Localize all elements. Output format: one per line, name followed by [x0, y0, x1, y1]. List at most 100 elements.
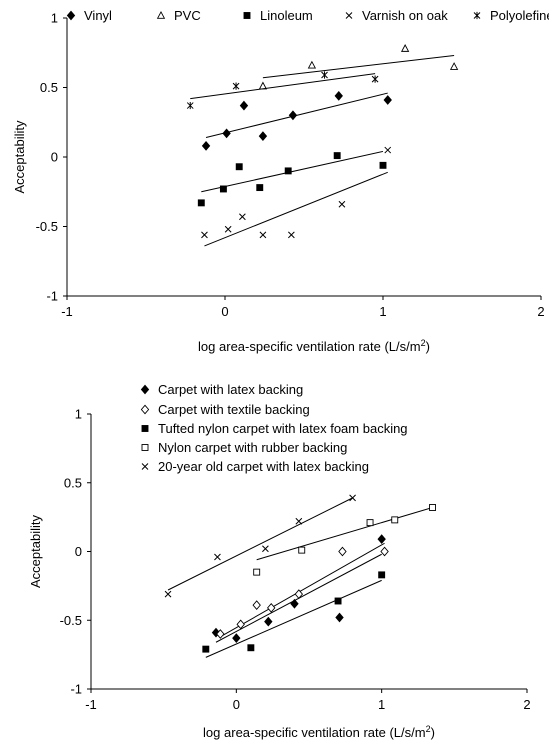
top-legend-label-polyolefine: Polyolefine — [490, 8, 549, 23]
top-y-tick-label: 1 — [51, 11, 58, 26]
top-point-linoleum — [235, 163, 243, 171]
top-point-polyolefine — [371, 75, 379, 83]
bottom-y-tick-label: 1 — [75, 407, 82, 422]
bottom-y-tick-label: 0 — [75, 544, 82, 559]
bottom-y-axis-label: Acceptability — [28, 515, 43, 588]
bottom-x-tick-label: 1 — [378, 697, 385, 712]
top-point-pvc — [307, 60, 317, 69]
bottom-y-tick-label: -0.5 — [60, 613, 82, 628]
top-point-vinyl — [239, 100, 249, 111]
bottom-trendline-carpet-with-textile-backing — [220, 542, 385, 638]
bottom-point-carpet-with-latex-backing — [290, 598, 299, 609]
top-point-varnish-on-oak — [288, 231, 295, 239]
bottom-point-20-year-old-carpet-with-latex-backing — [349, 494, 356, 502]
top-series-polyolefine — [186, 71, 379, 110]
bottom-point-20-year-old-carpet-with-latex-backing — [164, 590, 172, 598]
top-point-pvc — [449, 62, 459, 70]
bottom-series-carpet-with-textile-backing — [216, 542, 389, 639]
bottom-x-tick-label: -1 — [85, 697, 97, 712]
bottom-trendline-nylon-carpet-with-rubber-backing — [256, 507, 433, 561]
bottom-trendline-20-year-old-carpet-with-latex-backing — [167, 497, 353, 591]
top-trendline-linoleum — [201, 150, 384, 193]
bottom-point-20-year-old-carpet-with-latex-backing — [295, 517, 303, 525]
bottom-series-tufted-nylon-carpet-with-latex-foam-backing — [202, 571, 386, 658]
top-point-varnish-on-oak — [239, 213, 246, 221]
top-legend-marker-polyolefine — [473, 11, 481, 20]
top-point-linoleum — [333, 152, 341, 160]
top-legend: Vinyl PVC Linoleum Varnish on oak Polyolefin… — [66, 8, 549, 23]
bottom-legend-label-carpet-with-textile-backing: Carpet with textile backing — [158, 402, 310, 417]
bottom-trendline-tufted-nylon-carpet-with-latex-foam-backing — [205, 579, 382, 658]
bottom-point-tufted-nylon-carpet-with-latex-foam-backing — [202, 645, 210, 653]
bottom-point-20-year-old-carpet-with-latex-backing — [214, 553, 221, 561]
top-y-tick-label: 0 — [51, 150, 58, 165]
top-point-vinyl — [334, 90, 343, 101]
bottom-legend-marker-carpet-with-latex-backing — [140, 384, 150, 395]
top-legend-label-vinyl: Vinyl — [84, 8, 112, 23]
bottom-x-tick-label: 2 — [523, 697, 530, 712]
bottom-point-carpet-with-textile-backing — [338, 546, 347, 557]
bottom-legend-marker-tufted-nylon-carpet-with-latex-foam-backing — [141, 425, 149, 432]
top-legend-label-pvc: PVC — [174, 8, 201, 23]
bottom-point-nylon-carpet-with-rubber-backing — [391, 516, 399, 524]
top-point-linoleum — [379, 161, 387, 169]
top-point-vinyl — [201, 140, 211, 151]
top-y-axis-label: Acceptability — [12, 120, 27, 193]
top-trendline-polyolefine — [190, 73, 376, 100]
top-point-pvc — [400, 44, 410, 52]
top-x-tick-label: 2 — [537, 304, 544, 319]
top-point-pvc — [258, 81, 268, 90]
top-point-polyolefine — [186, 101, 194, 110]
bottom-point-carpet-with-textile-backing — [294, 589, 304, 600]
bottom-legend-marker-carpet-with-textile-backing — [140, 404, 150, 415]
bottom-point-carpet-with-textile-backing — [252, 600, 261, 611]
bottom-point-tufted-nylon-carpet-with-latex-foam-backing — [378, 571, 386, 579]
top-legend-marker-vinyl — [66, 10, 76, 21]
top-point-linoleum — [219, 185, 227, 193]
top-point-varnish-on-oak — [338, 200, 346, 208]
top-series-pvc — [258, 44, 459, 90]
bottom-point-carpet-with-latex-backing — [232, 633, 241, 644]
top-series-varnish-on-oak — [201, 146, 392, 247]
top-point-vinyl — [222, 128, 231, 139]
bottom-point-tufted-nylon-carpet-with-latex-foam-backing — [334, 597, 342, 605]
top-trendline-varnish-on-oak — [204, 171, 388, 247]
top-point-polyolefine — [232, 82, 240, 90]
chart-bottom-carpets: 1 0.5 0 -0.5 -1-1 0 1 2 log area-specific ventil… — [28, 382, 531, 740]
bottom-point-carpet-with-latex-backing — [335, 612, 344, 623]
top-legend-marker-linoleum — [243, 12, 251, 19]
bottom-series-nylon-carpet-with-rubber-backing — [253, 504, 436, 576]
top-y-tick-label: -1 — [46, 289, 58, 304]
bottom-point-carpet-with-latex-backing — [377, 534, 386, 545]
bottom-legend-label-nylon-carpet-with-rubber-backing: Nylon carpet with rubber backing — [158, 440, 347, 455]
top-y-tick-label: -0.5 — [36, 219, 58, 234]
top-point-varnish-on-oak — [259, 231, 267, 239]
top-point-vinyl — [383, 95, 392, 105]
bottom-point-nylon-carpet-with-rubber-backing — [298, 546, 306, 554]
top-trendline-pvc — [262, 55, 455, 79]
top-point-varnish-on-oak — [224, 225, 232, 233]
top-x-axis-label: log area-specific ventilation rate (L/s/… — [198, 338, 430, 354]
top-legend-marker-varnish-on-oak — [345, 12, 353, 19]
top-x-tick-label: 0 — [221, 304, 228, 319]
bottom-point-20-year-old-carpet-with-latex-backing — [262, 545, 269, 553]
bottom-x-axis-label: log area-specific ventilation rate (L/s/… — [203, 724, 435, 740]
bottom-x-tick-label: 0 — [233, 697, 240, 712]
chart-top-flooring: 1 0.5 0 -0.5 -1-1 0 1 2 log area-specific ventil… — [12, 8, 549, 354]
bottom-legend: Carpet with latex backing Carpet with tex… — [140, 382, 408, 474]
top-point-vinyl — [258, 131, 268, 142]
top-point-varnish-on-oak — [201, 231, 208, 239]
bottom-y-tick-label: 0.5 — [64, 475, 82, 490]
bottom-y-tick-label: -1 — [70, 682, 82, 697]
top-point-varnish-on-oak — [384, 146, 392, 154]
top-point-vinyl — [288, 110, 298, 121]
bottom-point-nylon-carpet-with-rubber-backing — [429, 504, 436, 511]
bottom-legend-marker-20-year-old-carpet-with-latex-backing — [141, 463, 149, 470]
bottom-legend-label-carpet-with-latex-backing: Carpet with latex backing — [158, 382, 303, 397]
top-point-linoleum — [256, 184, 264, 192]
top-legend-marker-pvc — [156, 10, 166, 19]
top-x-tick-label: -1 — [61, 304, 73, 319]
bottom-point-carpet-with-textile-backing — [267, 602, 276, 613]
bottom-legend-label-tufted-nylon-carpet-with-latex-foam-backing: Tufted nylon carpet with latex foam back… — [158, 421, 408, 436]
